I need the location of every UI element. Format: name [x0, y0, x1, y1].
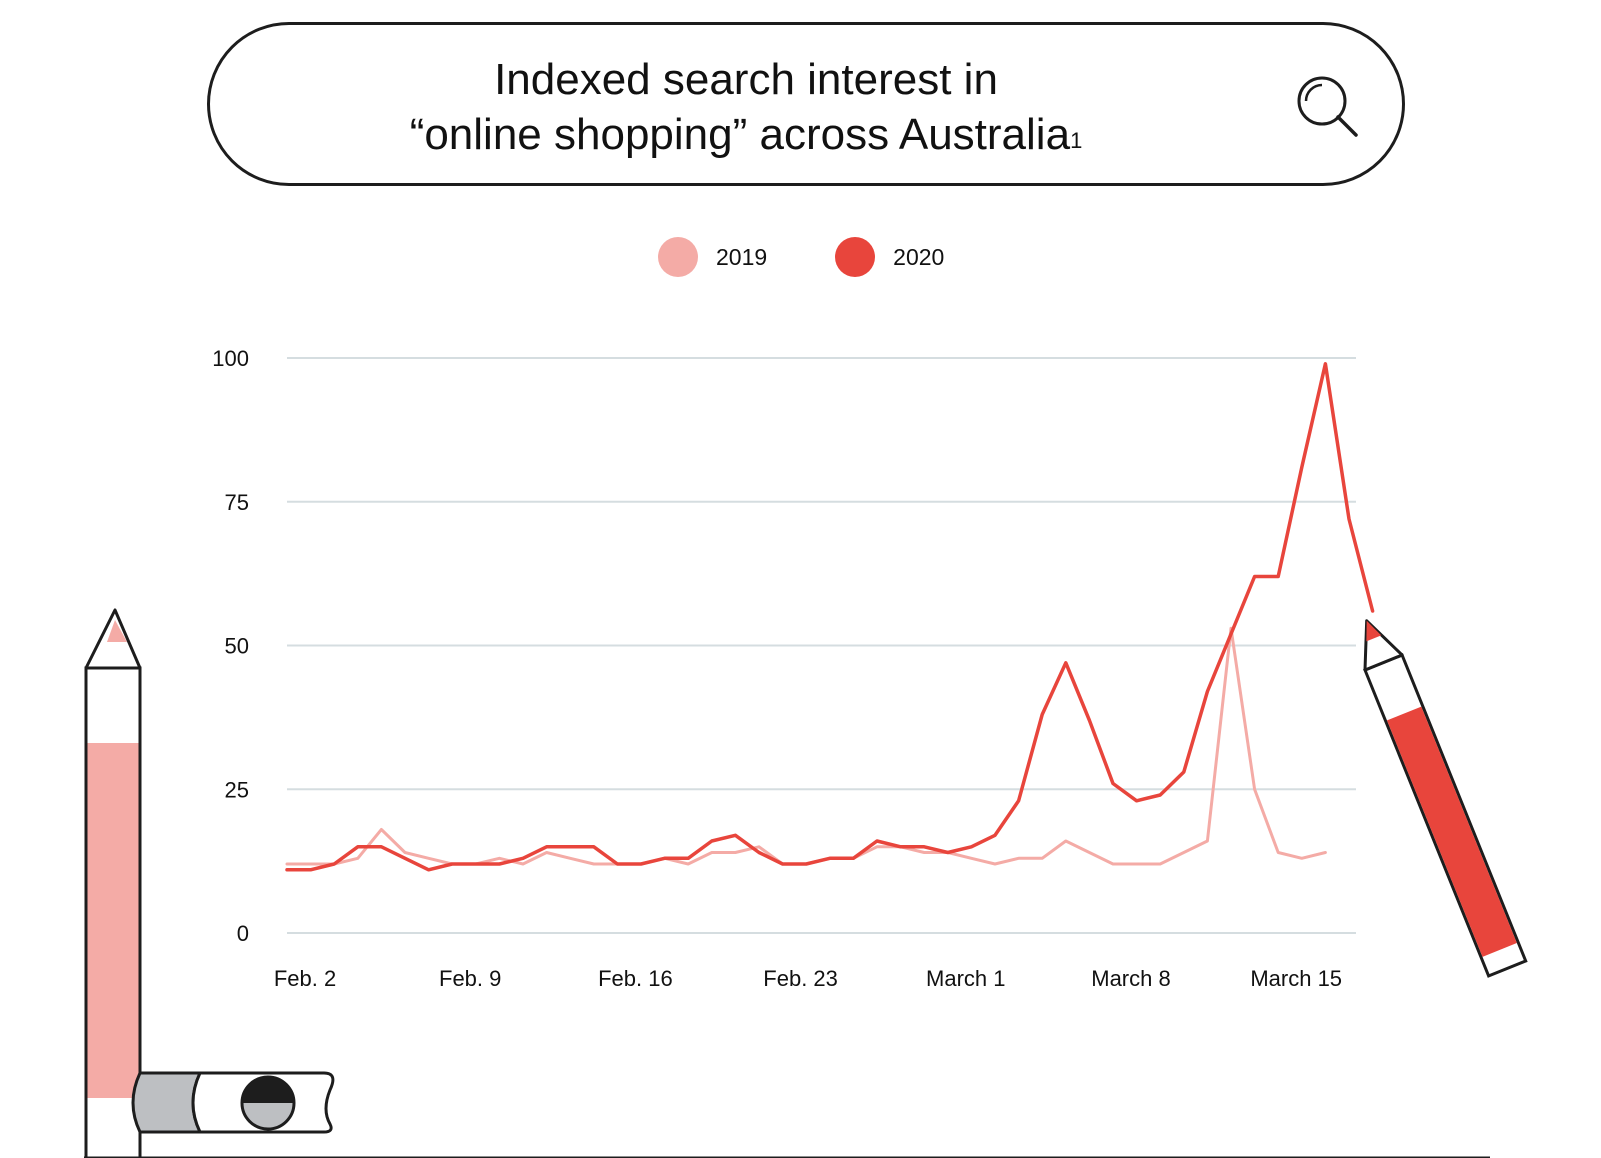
chart-title-line2: “online shopping” across Australia [409, 110, 1071, 159]
x-tick-label: March 1 [926, 966, 1005, 991]
chart-title: Indexed search interest in “online shopp… [210, 52, 1282, 162]
x-tick-label: Feb. 23 [763, 966, 838, 991]
pencil-icon [84, 608, 142, 1158]
x-axis: Feb. 2 Feb. 9 Feb. 16 Feb. 23 March 1 March 8… [274, 966, 1342, 991]
series-line-2020 [285, 362, 1375, 872]
grid-layer [287, 357, 1356, 934]
y-tick-label: 25 [225, 777, 249, 802]
legend-swatch-2020 [835, 237, 876, 277]
legend-label-2019: 2019 [716, 243, 768, 270]
pencil-icon [1363, 619, 1528, 978]
search-bar: Indexed search interest in “online shopp… [207, 22, 1405, 186]
y-axis: 0 25 50 75 100 [212, 346, 249, 946]
y-tick-label: 50 [225, 634, 249, 659]
y-tick-label: 0 [237, 921, 249, 946]
legend-label-2020: 2020 [893, 243, 945, 270]
x-tick-label: Feb. 2 [274, 966, 336, 991]
legend-item-2020: 2020 [835, 237, 944, 277]
legend-item-2019: 2019 [658, 237, 767, 277]
series-line-2019 [285, 626, 1327, 866]
legend-swatch-2019 [658, 237, 698, 277]
legend: 2019 2020 [658, 236, 1012, 278]
search-icon [1297, 76, 1358, 137]
x-tick-label: Feb. 9 [439, 966, 501, 991]
x-tick-label: March 15 [1250, 966, 1342, 991]
series-layer [285, 362, 1375, 872]
x-tick-label: March 8 [1091, 966, 1170, 991]
x-tick-label: Feb. 16 [598, 966, 673, 991]
y-tick-label: 100 [212, 346, 249, 371]
eraser-icon [131, 1071, 335, 1134]
footnote-marker: 1 [1070, 128, 1083, 153]
chart-title-line1: Indexed search interest in [494, 55, 998, 104]
y-tick-label: 75 [225, 490, 249, 515]
